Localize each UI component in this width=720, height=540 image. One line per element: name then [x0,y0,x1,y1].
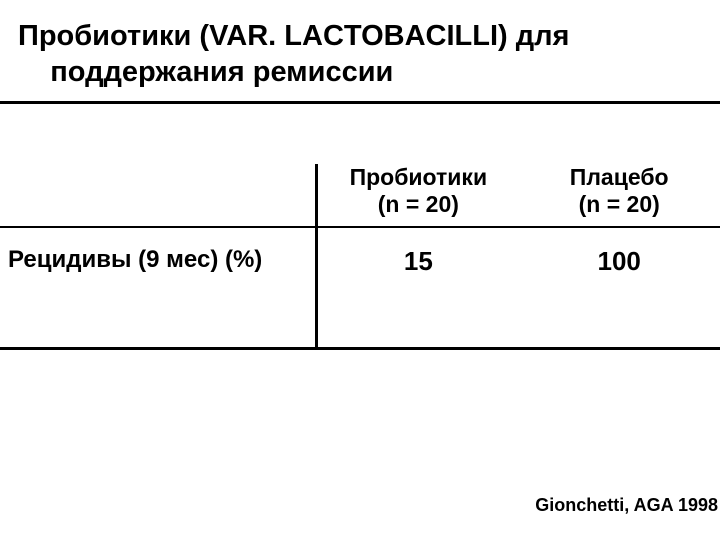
col-probiotics-label: Пробиотики [350,164,488,190]
col-placebo-n: (n = 20) [579,191,660,217]
cell-probiotics-value: 15 [404,246,433,276]
col-probiotics-n: (n = 20) [378,191,459,217]
table-header-row: Пробиотики Плацебо [0,164,720,191]
title-line-1: Пробиотики (VAR. LACTOBACILLI) для [18,20,569,52]
table: Пробиотики Плацебо (n = 20) (n = 20) Рец… [0,164,720,350]
citation: Gionchetti, AGA 1998 [535,495,718,516]
title-rule [0,101,720,104]
slide-title: Пробиотики (VAR. LACTOBACILLI) для подде… [0,18,720,101]
row-label: Рецидивы (9 мес) (%) [8,246,262,273]
bottom-rule [0,347,720,349]
slide: Пробиотики (VAR. LACTOBACILLI) для подде… [0,0,720,540]
cell-placebo-value: 100 [598,246,641,276]
table-subheader-row: (n = 20) (n = 20) [0,191,720,226]
title-line-2: поддержания ремиссии [50,56,393,88]
table-row: Рецидивы (9 мес) (%) 15 100 [0,227,720,347]
col-placebo-label: Плацебо [570,164,669,190]
